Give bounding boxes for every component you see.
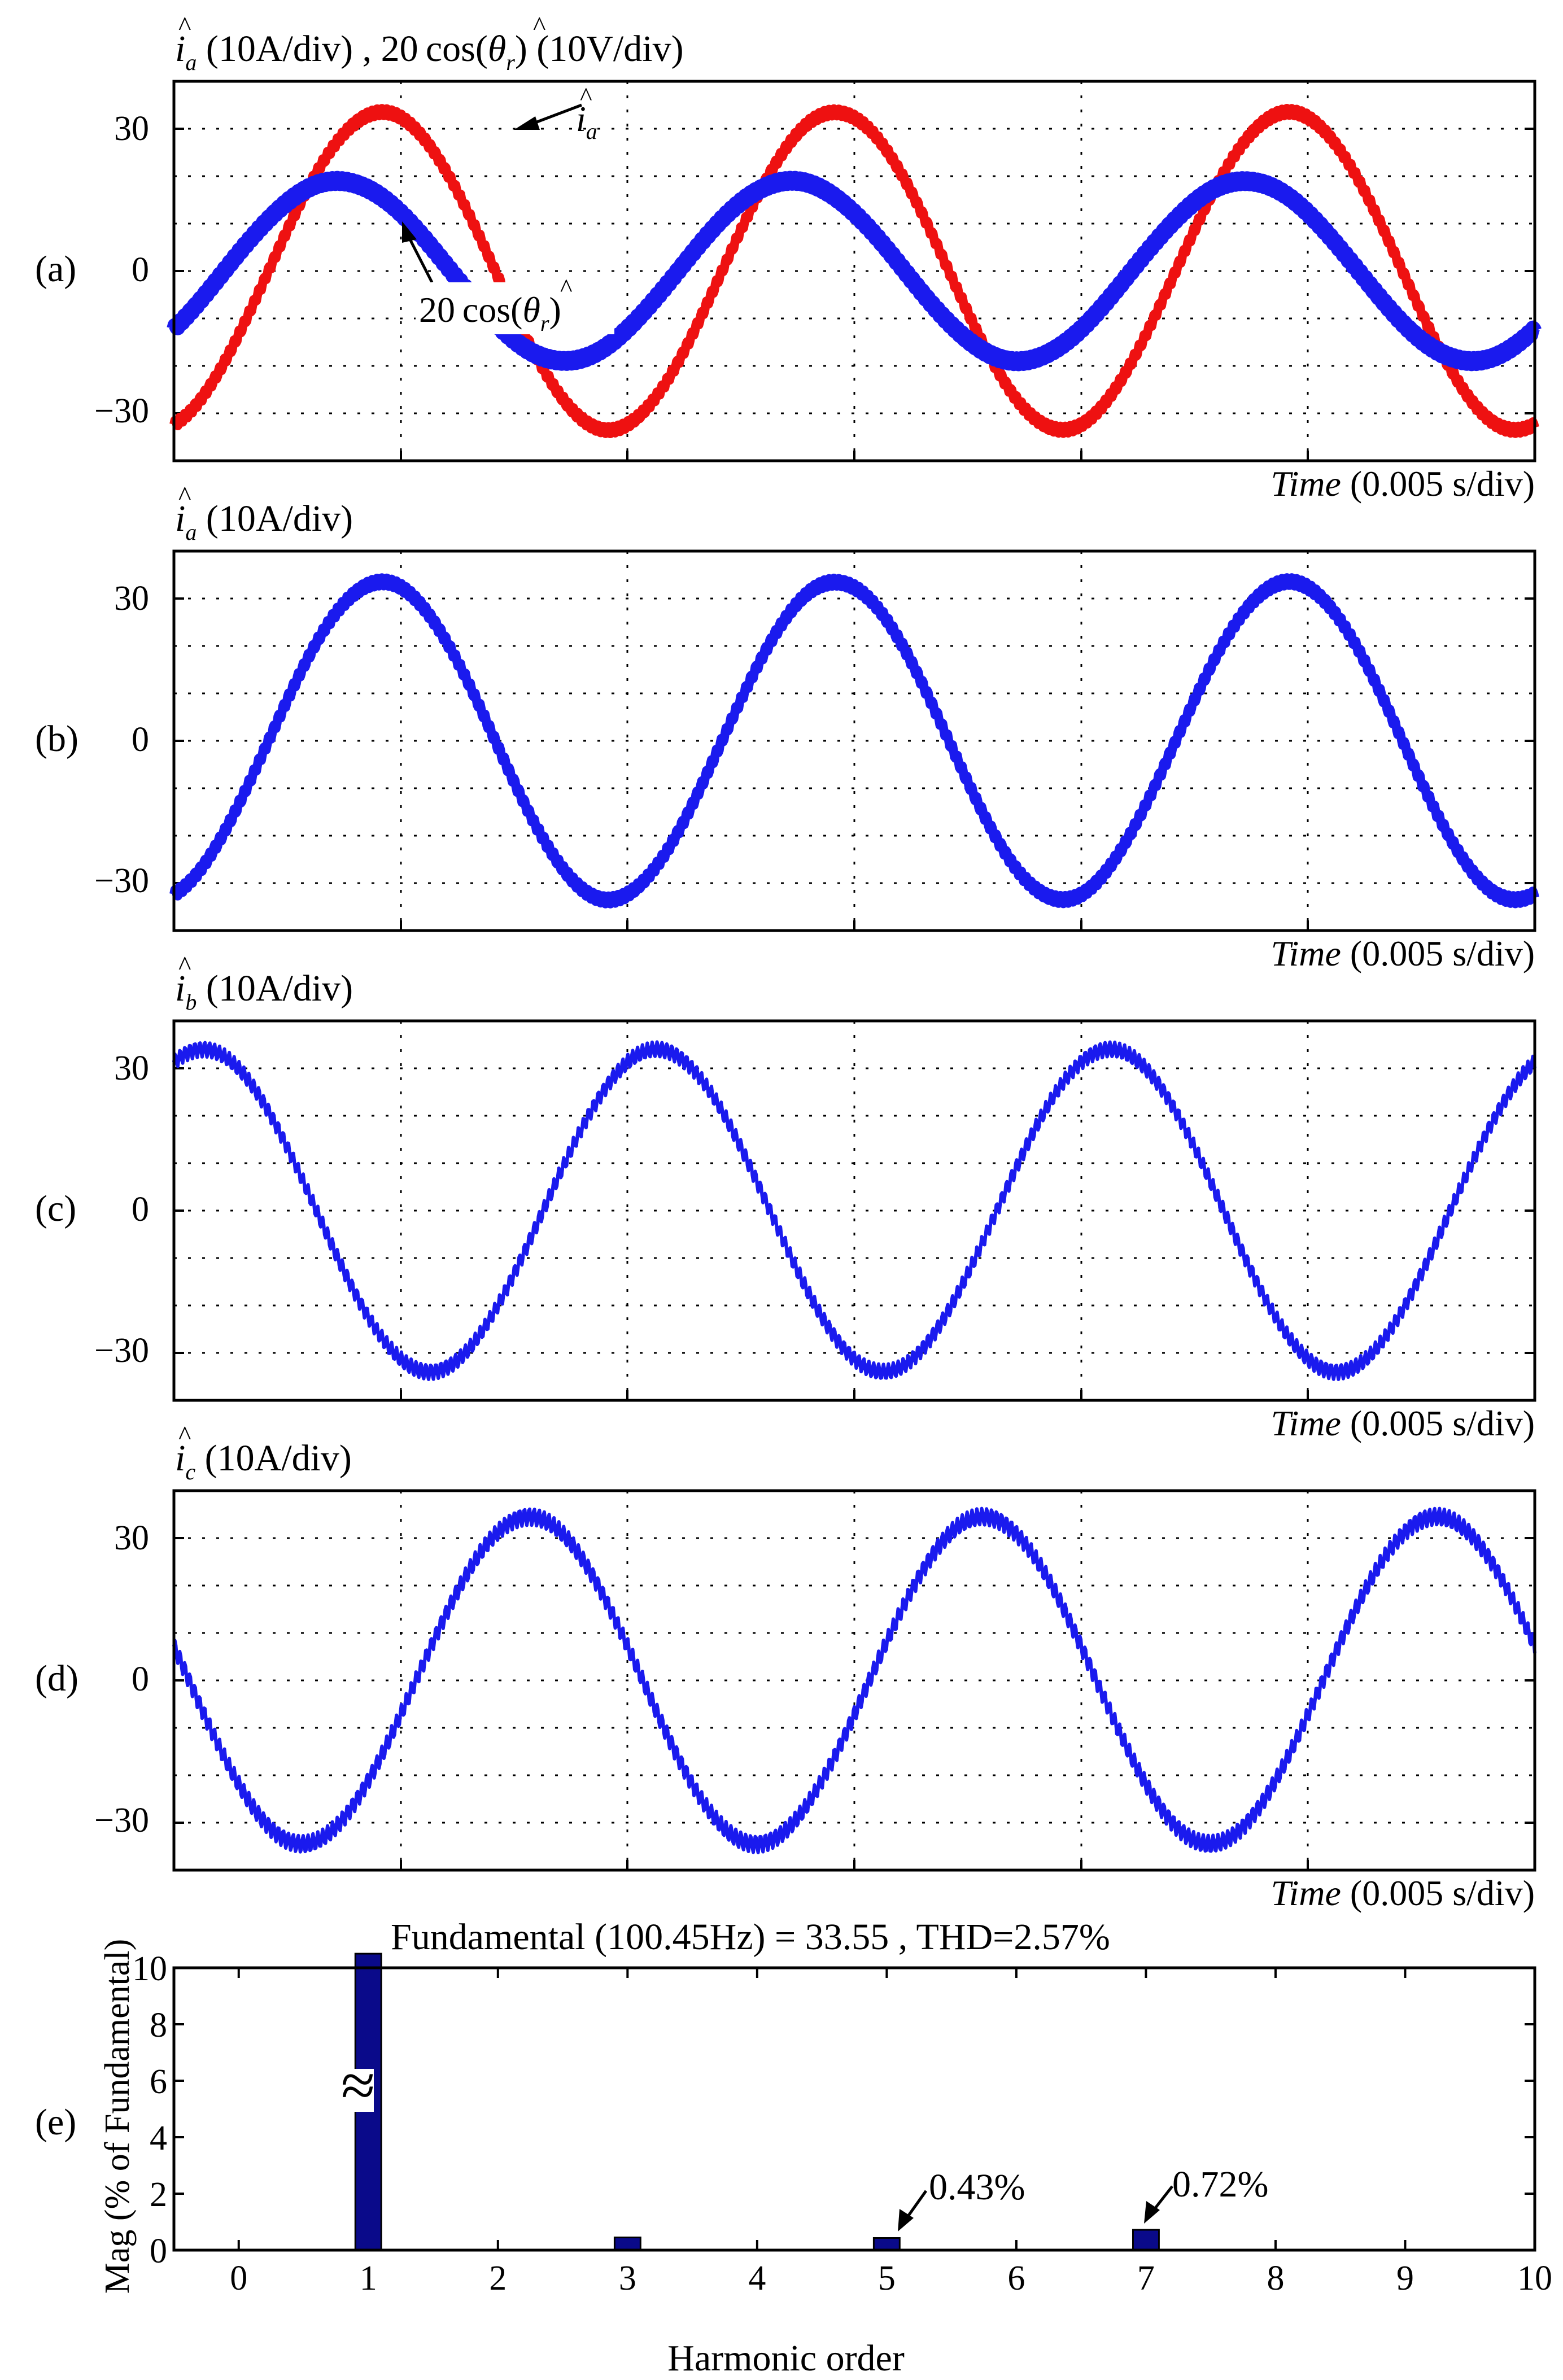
- annotation-h7: 0.72%: [1144, 2164, 1268, 2224]
- axis-break: ≈: [341, 2051, 375, 2120]
- series-ib-blue: [172, 1040, 1536, 1381]
- bar-harmonic-3: [613, 2237, 641, 2251]
- svg-text:20 cos(θr): 20 cos(θr): [419, 290, 561, 336]
- ytick-label-0: 0: [132, 251, 149, 289]
- ytick-label-0: 0: [132, 1190, 149, 1229]
- plot-area: [172, 80, 1536, 462]
- grid: [174, 1020, 1535, 1400]
- panel-b-title: ia (10A/div): [175, 498, 353, 545]
- svg-text:^: ^: [560, 273, 573, 302]
- x-tick-marks: [237, 1968, 1536, 2250]
- x-tick-label-9: 9: [1396, 2259, 1414, 2298]
- axis-ticks: [174, 128, 1535, 461]
- x-axis-label: Time (0.005 s/div): [1271, 1403, 1535, 1443]
- title-hat: ^: [178, 1421, 191, 1451]
- label-h7: 0.72%: [1172, 2164, 1268, 2205]
- title-hat: ^: [178, 951, 191, 981]
- axis-break-symbol: ≈: [341, 2051, 375, 2120]
- panel-d: ic (10A/div) ^ (d) 30 0 −30 Time (0.005 …: [35, 1421, 1536, 1913]
- panel-label: (a): [35, 248, 76, 290]
- y-tick-label-4: 4: [150, 2119, 167, 2158]
- plot-area: [172, 1489, 1536, 1872]
- grid: [174, 1490, 1535, 1870]
- ytick-label-30: 30: [114, 1049, 149, 1088]
- x-tick-label-10: 10: [1517, 2259, 1552, 2298]
- x-tick-label-6: 6: [1007, 2259, 1025, 2298]
- plot-area: [172, 549, 1536, 932]
- y-tick-label-6: 6: [150, 2063, 167, 2101]
- title-hat: ^: [178, 481, 191, 511]
- x-axis-label: Time (0.005 s/div): [1271, 464, 1535, 504]
- panel-e-title: Fundamental (100.45Hz) = 33.55 , THD=2.5…: [391, 1916, 1110, 1958]
- ytick-label-0: 0: [132, 720, 149, 759]
- ytick-label-30: 30: [114, 1519, 149, 1557]
- y-axis-label: Mag (% of Fundamental): [98, 1939, 137, 2294]
- bar-harmonic-5: [872, 2237, 901, 2251]
- plot-area: [172, 1966, 1536, 2252]
- cos-annotation: 20 cos(θr) ^: [402, 221, 614, 336]
- x-tick-label-7: 7: [1137, 2259, 1155, 2298]
- annotation-h5: 0.43%: [898, 2167, 1025, 2231]
- x-tick-label-0: 0: [230, 2259, 247, 2298]
- y-tick-label-0: 0: [150, 2232, 167, 2270]
- panel-label: (e): [35, 2102, 76, 2143]
- x-tick-label-4: 4: [748, 2259, 766, 2298]
- panel-label: (b): [35, 718, 78, 759]
- y-tick-label-8: 8: [150, 2006, 167, 2045]
- x-axis-label: Harmonic order: [667, 2338, 905, 2379]
- ytick-label-30: 30: [114, 110, 149, 148]
- axis-ticks: [174, 597, 1535, 931]
- ytick-label-0: 0: [132, 1660, 149, 1698]
- x-tick-labels: 0 1 2 3 4 5 6 7 8 9 10: [230, 2259, 1552, 2298]
- ia-annotation: ia ^: [514, 82, 597, 144]
- ytick-label-neg30: −30: [94, 1331, 149, 1370]
- bars: [354, 1953, 1160, 2251]
- x-tick-label-2: 2: [489, 2259, 507, 2298]
- title-theta-hat: ^: [533, 11, 546, 41]
- x-axis-label: Time (0.005 s/div): [1271, 933, 1535, 973]
- x-tick-label-1: 1: [360, 2259, 377, 2298]
- panel-label: (d): [35, 1658, 78, 1699]
- bar-harmonic-7: [1132, 2229, 1160, 2251]
- panel-c-title: ib (10A/div): [175, 968, 353, 1015]
- series-ic-blue: [172, 1506, 1536, 1854]
- series-ia-red: [169, 104, 1539, 438]
- y-tick-label-2: 2: [150, 2176, 167, 2214]
- y-tick-labels: 0 2 4 6 8 10: [132, 1950, 167, 2270]
- panel-c: ib (10A/div) ^ (c) 30 0 −30 Time (0.005 …: [35, 951, 1536, 1443]
- ytick-label-30: 30: [114, 579, 149, 618]
- panel-label: (c): [35, 1188, 76, 1229]
- svg-text:^: ^: [580, 82, 592, 111]
- y-tick-label-10: 10: [132, 1950, 167, 1988]
- panel-d-title: ic (10A/div): [175, 1438, 352, 1484]
- panel-b: ia (10A/div) ^ (b) 30 0 −30 Time (0.005 …: [35, 481, 1539, 973]
- svg-text:ia: ia: [576, 99, 597, 144]
- series-ia-blue: [169, 573, 1539, 909]
- label-h5: 0.43%: [929, 2167, 1025, 2208]
- x-axis-label: Time (0.005 s/div): [1271, 1873, 1535, 1913]
- axis-ticks: [174, 1537, 1535, 1870]
- x-tick-label-3: 3: [619, 2259, 636, 2298]
- ytick-label-neg30: −30: [94, 1801, 149, 1840]
- series-cos-theta-blue: [167, 171, 1542, 372]
- ytick-label-neg30: −30: [94, 862, 149, 900]
- plot-area: [172, 1019, 1536, 1402]
- x-tick-label-8: 8: [1267, 2259, 1284, 2298]
- panel-a-title: ia (10A/div) , 20 cos(θr) (10V/div): [175, 28, 684, 75]
- panel-e: Fundamental (100.45Hz) = 33.55 , THD=2.5…: [35, 1916, 1552, 2379]
- ytick-label-neg30: −30: [94, 392, 149, 430]
- title-hat: ^: [178, 11, 191, 41]
- x-tick-label-5: 5: [878, 2259, 896, 2298]
- panel-a: ia (10A/div) , 20 cos(θr) (10V/div) ^ ^ …: [35, 11, 1542, 504]
